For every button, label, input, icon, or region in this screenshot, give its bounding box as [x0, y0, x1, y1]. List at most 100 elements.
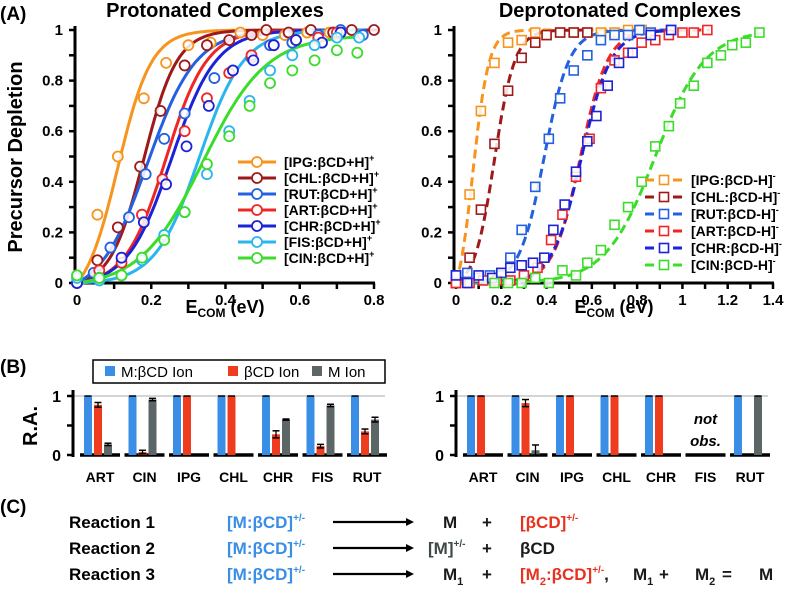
category-label: CHL: [219, 469, 248, 485]
data-point-ipg: [182, 39, 195, 52]
data-point-rut: [158, 132, 171, 145]
data-point-chl: [223, 34, 236, 47]
reaction-row: Reaction 1 [M:βCD]+/- M + [βCD]+/-: [69, 513, 578, 532]
legend-label-ipg: [IPG:βCD-H]-: [691, 171, 776, 188]
category-label: CHR: [263, 469, 293, 485]
y-tick-label: 0: [55, 275, 63, 292]
data-point-ipg: [502, 37, 514, 48]
legend-label-fis: [FIS:βCD+H]+: [284, 233, 372, 250]
data-point-chr: [462, 277, 473, 289]
legend-label-chl: [CHL:βCD-H]-: [691, 188, 780, 205]
legend-marker: [251, 188, 263, 200]
reaction-row: Reaction 3 [M:βCD]+/- M1 + [M2:βCD]+/-, M1 + M2…: [69, 565, 773, 588]
data-point-rut: [543, 133, 555, 145]
not-observed-label: obs.: [690, 433, 721, 450]
data-point-fis: [353, 31, 366, 44]
y-tick-label: 0: [434, 275, 442, 292]
data-point-ipg: [529, 27, 541, 38]
x-tick-label: 0: [73, 292, 81, 309]
legend-marker: [658, 174, 670, 186]
x-tick-label: 0.2: [491, 292, 512, 309]
data-point-chr: [613, 57, 625, 69]
data-point-art: [688, 27, 700, 38]
reaction-label: Reaction 3: [69, 565, 155, 584]
reaction-term: M1: [443, 565, 463, 588]
bar-cin-0: [511, 396, 520, 455]
data-point-fis: [286, 49, 299, 62]
data-point-fis: [330, 31, 343, 44]
arrow-head: [406, 518, 414, 526]
category-label: FIS: [312, 469, 334, 485]
legend-label-art: [ART:βCD+H]+: [284, 201, 378, 218]
data-point-fis: [264, 64, 276, 77]
reaction-term: [βCD]+/-: [520, 513, 578, 532]
legend-label-chr: [CHR:βCD+H]+: [284, 217, 381, 234]
data-point-chl: [516, 52, 527, 64]
bar-ipg-0: [556, 396, 564, 455]
arrow-head: [406, 570, 414, 578]
legend-label-chr: [CHR:βCD-H]-: [691, 239, 782, 256]
data-point-cin: [178, 206, 191, 219]
data-point-rut: [634, 24, 645, 36]
data-point-chl: [475, 204, 487, 215]
legend-label-cin: [CIN:βCD-H]-: [691, 256, 776, 273]
bar-chart-protonated: 0 1 ART CIN IPG CHL CHR FIS RUT: [52, 389, 387, 485]
bar-art-0: [84, 396, 92, 455]
reaction-term: =: [722, 565, 732, 584]
data-point-rut: [208, 72, 221, 84]
data-point-cin: [754, 27, 765, 38]
data-point-chr: [247, 54, 260, 67]
bar-fis-0: [306, 396, 315, 455]
data-point-rut: [622, 29, 634, 41]
category-label: RUT: [353, 469, 382, 485]
data-point-chr: [115, 251, 128, 264]
reaction-term: +: [482, 539, 492, 558]
reaction-term: M: [759, 565, 773, 584]
legend-marker: [658, 259, 670, 271]
data-point-ipg: [464, 189, 475, 200]
protonated-chart: Protonated Complexes Precursor Depletion…: [5, 0, 384, 320]
y-tick-label: 0.2: [421, 224, 442, 241]
data-point-cin: [115, 269, 128, 282]
data-point-ipg: [111, 150, 124, 163]
data-point-chl: [245, 29, 258, 41]
legend-label-cin: [CIN:βCD+H]+: [284, 249, 374, 266]
data-point-ipg: [234, 26, 247, 39]
x-tick-label: 0.4: [536, 292, 558, 309]
x-tick-label: 0.8: [627, 292, 648, 309]
y-tick-label: 1: [52, 389, 61, 406]
data-point-cin: [715, 49, 727, 61]
data-point-chr: [548, 224, 559, 236]
data-point-ipg: [475, 105, 487, 117]
data-point-art: [557, 209, 568, 220]
data-point-chr: [665, 24, 677, 36]
data-point-cin: [740, 37, 752, 48]
data-point-chr: [582, 136, 593, 147]
data-point-rut: [595, 34, 607, 46]
data-point-chr: [539, 252, 550, 263]
bar-ipg-1: [566, 396, 574, 455]
legend-marker: [251, 172, 263, 184]
bar-chl-0: [217, 396, 226, 455]
bar-rut-0: [351, 396, 359, 455]
data-point-chr: [602, 80, 614, 91]
data-point-cin: [609, 219, 620, 231]
reaction-row: Reaction 2 [M:βCD]+/- [M]+/- + βCD: [69, 539, 555, 558]
reaction-term: +: [482, 513, 492, 532]
bar-chr-1: [655, 396, 663, 455]
data-point-chl: [134, 160, 147, 173]
data-point-cin: [516, 277, 527, 289]
x-tick-label: 0: [452, 292, 460, 309]
y-axis-label: Precursor Depletion: [5, 61, 27, 252]
data-point-cin: [622, 201, 634, 213]
data-point-chl: [502, 85, 514, 97]
category-label: CIN: [515, 469, 539, 485]
x-tick-label: 1.2: [717, 292, 738, 309]
fit-curve-chl: [455, 28, 590, 285]
x-tick-label: 0.6: [581, 292, 602, 309]
legend-label-rut: [RUT:βCD-H]-: [691, 205, 779, 222]
y-tick-label: 0.6: [42, 123, 63, 140]
data-point-chl: [91, 254, 104, 267]
legend-marker: [658, 242, 670, 254]
data-point-chl: [111, 221, 124, 234]
